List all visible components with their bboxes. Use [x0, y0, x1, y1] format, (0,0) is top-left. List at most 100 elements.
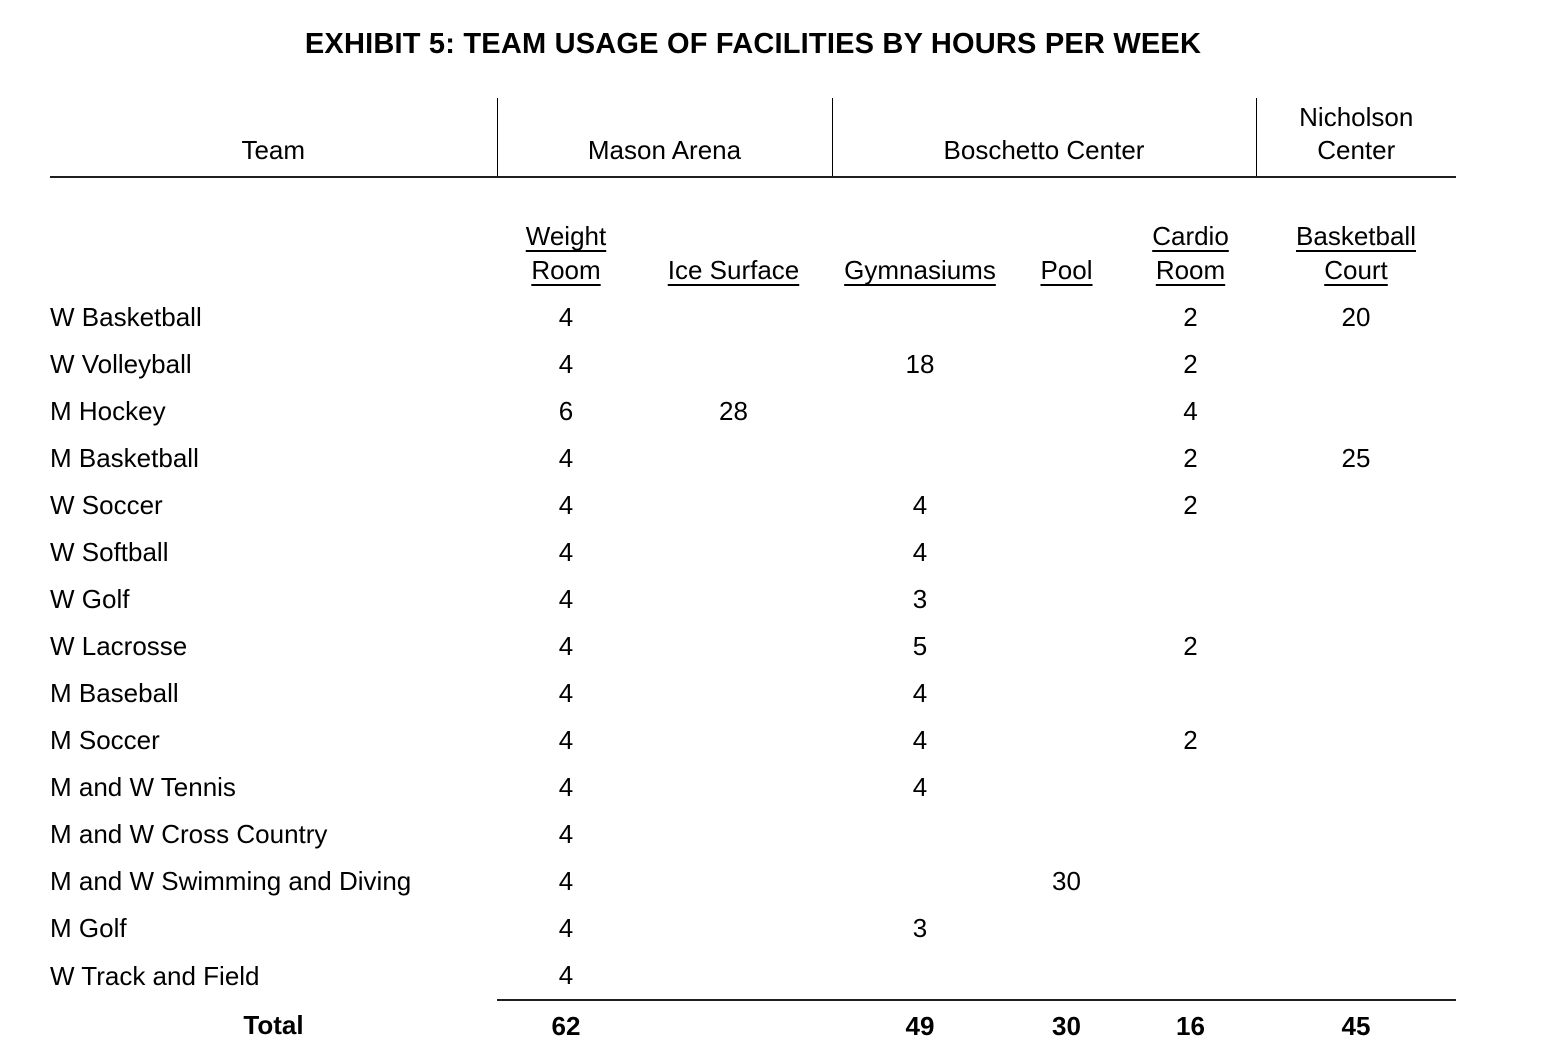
- table-row: M and W Tennis 4 4: [50, 764, 1456, 811]
- weight-room-value-cell: 4: [558, 631, 574, 661]
- ice-surface-value-cell: [635, 341, 832, 388]
- column-header-pool: Pool: [1040, 255, 1093, 286]
- table-row: M Hockey 6 28 4: [50, 388, 1456, 435]
- total-label: Total: [243, 1010, 304, 1040]
- weight-room-value-cell: 4: [558, 490, 574, 520]
- pool-value-cell: [1008, 905, 1125, 952]
- gymnasiums-value-cell: 4: [912, 537, 928, 567]
- column-header-basketball-court: Basketball Court: [1296, 221, 1416, 286]
- team-name-cell: M and W Cross Country: [50, 819, 328, 849]
- weight-room-value-cell: 4: [558, 537, 574, 567]
- cardio-room-value-cell: [1125, 576, 1256, 623]
- column-header-ice-surface: Ice Surface: [667, 255, 800, 286]
- table-row: W Soccer 4 4 2: [50, 482, 1456, 529]
- cardio-room-value-cell: 2: [1183, 349, 1198, 379]
- cardio-room-value-cell: 2: [1183, 302, 1198, 332]
- cardio-room-value-cell: [1125, 905, 1256, 952]
- team-name-cell: W Golf: [50, 584, 130, 614]
- ice-surface-value-cell: [635, 811, 832, 858]
- table-row: W Lacrosse 4 5 2: [50, 623, 1456, 670]
- column-header-row: Weight Room Ice Surface Gymnasiums Pool …: [50, 216, 1456, 294]
- table-row: M and W Cross Country 4: [50, 811, 1456, 858]
- team-name-cell: M Baseball: [50, 678, 179, 708]
- cardio-room-value-cell: [1125, 670, 1256, 717]
- ice-surface-value-cell: [635, 623, 832, 670]
- weight-room-value-cell: 4: [558, 913, 574, 943]
- ice-surface-value-cell: [635, 435, 832, 482]
- pool-value-cell: [1008, 670, 1125, 717]
- table-row: W Basketball 4 2 20: [50, 294, 1456, 341]
- ice-surface-value-cell: [635, 858, 832, 905]
- ice-surface-value-cell: [635, 952, 832, 1000]
- basketball-court-value-cell: 25: [1341, 443, 1371, 473]
- group-header-team: Team: [50, 98, 497, 178]
- header-spacer-row: [50, 177, 1456, 216]
- column-header-weight-room: Weight Room: [525, 221, 607, 286]
- total-basketball-court: 45: [1256, 999, 1456, 1048]
- team-name-cell: M Hockey: [50, 396, 166, 426]
- table-row: M Basketball 4 2 25: [50, 435, 1456, 482]
- table-row: M Soccer 4 4 2: [50, 717, 1456, 764]
- table-footer: Total 62 49 30 16 45: [50, 999, 1456, 1048]
- basketball-court-value-cell: [1256, 764, 1456, 811]
- weight-room-value-cell: 6: [558, 396, 574, 426]
- group-header-nicholson-center: Nicholson Center: [1255, 98, 1456, 178]
- team-name-cell: M and W Swimming and Diving: [50, 866, 412, 896]
- pool-value-cell: [1008, 623, 1125, 670]
- table-row: M Baseball 4 4: [50, 670, 1456, 717]
- team-name-cell: M Golf: [50, 913, 127, 943]
- team-name-cell: W Basketball: [50, 302, 202, 332]
- weight-room-value-cell: 4: [558, 443, 574, 473]
- facilities-usage-table: Team Mason Arena Boschetto Center Nichol…: [50, 98, 1456, 1048]
- ice-surface-value-cell: [635, 905, 832, 952]
- pool-value-cell: [1008, 388, 1125, 435]
- pool-value-cell: [1008, 717, 1125, 764]
- cardio-room-value-cell: 2: [1183, 490, 1198, 520]
- cardio-room-value-cell: 2: [1183, 631, 1198, 661]
- table-row: W Softball 4 4: [50, 529, 1456, 576]
- pool-value-cell: [1008, 341, 1125, 388]
- team-name-cell: W Lacrosse: [50, 631, 188, 661]
- basketball-court-value-cell: [1256, 670, 1456, 717]
- team-name-cell: M Basketball: [50, 443, 199, 473]
- total-pool: 30: [1008, 999, 1125, 1048]
- gymnasiums-value-cell: 5: [912, 631, 928, 661]
- gymnasiums-value-cell: 4: [912, 725, 928, 755]
- basketball-court-value-cell: [1256, 482, 1456, 529]
- basketball-court-value-cell: [1256, 905, 1456, 952]
- cardio-room-value-cell: [1125, 529, 1256, 576]
- team-name-cell: M and W Tennis: [50, 772, 236, 802]
- basketball-court-value-cell: [1256, 529, 1456, 576]
- team-name-cell: W Softball: [50, 537, 169, 567]
- gymnasiums-value-cell: 18: [905, 349, 935, 379]
- table-row: M Golf 4 3: [50, 905, 1456, 952]
- gymnasiums-value-cell: [832, 388, 1008, 435]
- gymnasiums-value-cell: [832, 858, 1008, 905]
- pool-value-cell: 30: [1052, 866, 1081, 896]
- team-name-cell: W Volleyball: [50, 349, 192, 379]
- basketball-court-value-cell: [1256, 858, 1456, 905]
- basketball-court-value-cell: [1256, 341, 1456, 388]
- exhibit-title: EXHIBIT 5: TEAM USAGE OF FACILITIES BY H…: [304, 28, 1202, 60]
- team-name-cell: W Soccer: [50, 490, 163, 520]
- weight-room-value-cell: 4: [558, 349, 574, 379]
- gymnasiums-value-cell: 4: [912, 490, 928, 520]
- weight-room-value-cell: 4: [558, 678, 574, 708]
- cardio-room-value-cell: 4: [1183, 396, 1198, 426]
- ice-surface-value-cell: [635, 482, 832, 529]
- total-gymnasiums: 49: [832, 999, 1008, 1048]
- table-row: W Volleyball 4 18 2: [50, 341, 1456, 388]
- table-header: Team Mason Arena Boschetto Center Nichol…: [50, 98, 1456, 294]
- gymnasiums-value-cell: 3: [912, 584, 928, 614]
- gymnasiums-value-cell: 4: [912, 772, 928, 802]
- basketball-court-value-cell: [1256, 811, 1456, 858]
- weight-room-value-cell: 4: [558, 725, 574, 755]
- basketball-court-value-cell: [1256, 623, 1456, 670]
- basketball-court-value-cell: [1256, 717, 1456, 764]
- ice-surface-value-cell: [635, 294, 832, 341]
- weight-room-value-cell: 4: [558, 960, 574, 990]
- pool-value-cell: [1008, 435, 1125, 482]
- basketball-court-value-cell: 20: [1341, 302, 1371, 332]
- cardio-room-value-cell: [1125, 811, 1256, 858]
